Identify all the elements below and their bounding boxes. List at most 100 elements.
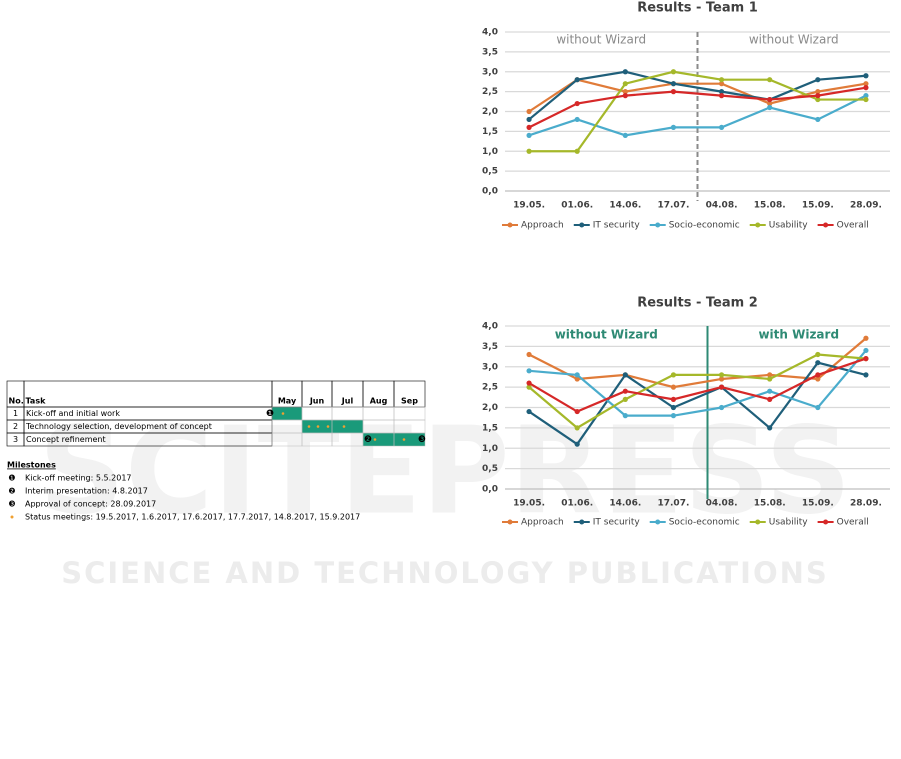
data-point [863,372,869,378]
data-point [670,89,677,95]
legend-swatch-dot [579,519,585,525]
legend-swatch-dot [579,222,585,228]
data-point [863,73,869,79]
data-point [526,368,532,374]
table-cell-text: Concept refinement [26,435,106,444]
table-cell-text: 3 [13,435,18,444]
table-header: Sep [401,397,418,406]
data-point [622,388,628,394]
data-point [863,93,869,99]
data-point [767,100,773,107]
data-point [815,116,821,123]
data-point [863,356,869,362]
chart: Results - Team 2 0,0 0,5 1,0 1,5 2,0 2,5 3,0 3,5… [482,296,890,528]
x-tick-label: 19.05. [513,499,545,509]
data-point [863,81,869,87]
data-point [718,124,725,130]
watermark-logo: SCITEPRESS [39,403,852,542]
legend-swatch-dot [507,519,513,525]
data-point [526,384,532,390]
annotation: without Wizard [556,33,646,47]
legend-swatch-dot [655,519,661,525]
chart: Results - Team 1 0,0 0,5 1,0 1,5 2,0 2,5 3,0 3,5… [482,1,890,231]
data-point [767,425,773,431]
y-tick-label: 1,0 [482,444,498,454]
annotation: with Wizard [758,328,839,342]
status-dot [10,515,14,519]
data-point [622,396,628,402]
y-tick-label: 0,5 [482,464,498,474]
data-point [574,441,580,447]
x-tick-label: 04.08. [706,201,738,211]
table-cell-text: 1 [13,409,18,418]
data-point [863,335,869,341]
data-point [526,380,532,386]
table-header: No. [9,397,24,406]
y-tick-label: 0,5 [482,167,498,177]
data-point [622,69,628,75]
data-point [718,376,725,382]
table-header: Task [26,397,47,406]
milestone-marker: ❷ [8,487,15,496]
data-point [863,96,869,103]
data-point [574,116,580,123]
data-point [670,69,677,75]
milestones-title: Milestones [7,461,56,470]
series-line [528,86,867,129]
milestone-text: Kick-off meeting: 5.5.2017 [25,474,132,483]
series-line [528,357,867,413]
table-cell-text: Kick-off and initial work [26,409,120,418]
data-point [526,108,532,115]
milestone-text: Status meetings: 19.5.2017, 1.6.2017, 17… [25,513,360,522]
series-line [528,70,867,121]
milestone-marker: ❶ [266,409,274,419]
milestone-marker: ❸ [418,435,426,445]
y-tick-label: 2,0 [482,107,498,117]
data-point [718,81,725,87]
legend-label: Usability [769,221,809,231]
data-point [670,124,677,130]
table-cell-text: 2 [13,422,18,431]
data-point [718,372,725,378]
data-point [622,81,628,87]
data-point [622,93,628,99]
task-bar [302,420,363,433]
data-point [622,372,628,378]
series-line [528,78,867,113]
status-dot [373,438,377,441]
x-tick-label: 19.05. [513,201,545,211]
annotation: without Wizard [555,328,658,342]
series-line [528,361,867,446]
x-tick-label: 01.06. [561,201,593,211]
x-tick-label: 14.06. [609,499,641,509]
data-point [670,396,677,402]
x-tick-label: 04.08. [706,499,738,509]
data-point [767,104,773,111]
data-point [767,372,773,378]
data-point [670,413,677,419]
x-tick-label: 28.09. [850,201,882,211]
y-tick-label: 2,5 [482,383,498,393]
milestone-marker: ❶ [8,474,15,483]
milestone-marker: ❸ [8,500,15,509]
data-point [526,148,532,154]
milestone-text: Interim presentation: 4.8.2017 [25,487,148,496]
x-tick-label: 15.09. [802,499,834,509]
legend-swatch-dot [755,519,761,525]
legend-swatch-dot [655,222,661,228]
status-dot [402,438,406,441]
data-point [670,81,677,87]
data-point [815,89,821,95]
data-point [815,93,821,99]
legend-swatch-dot [823,519,829,525]
data-point [622,132,628,138]
data-point [574,376,580,382]
data-point [767,396,773,402]
data-point [670,372,677,378]
data-point [863,85,869,91]
task-bar [272,407,302,420]
status-dot [316,425,320,428]
table-header: Jul [341,397,354,406]
watermark-subtitle: SCIENCE AND TECHNOLOGY PUBLICATIONS [61,556,829,590]
legend-label: Socio-economic [669,221,740,231]
